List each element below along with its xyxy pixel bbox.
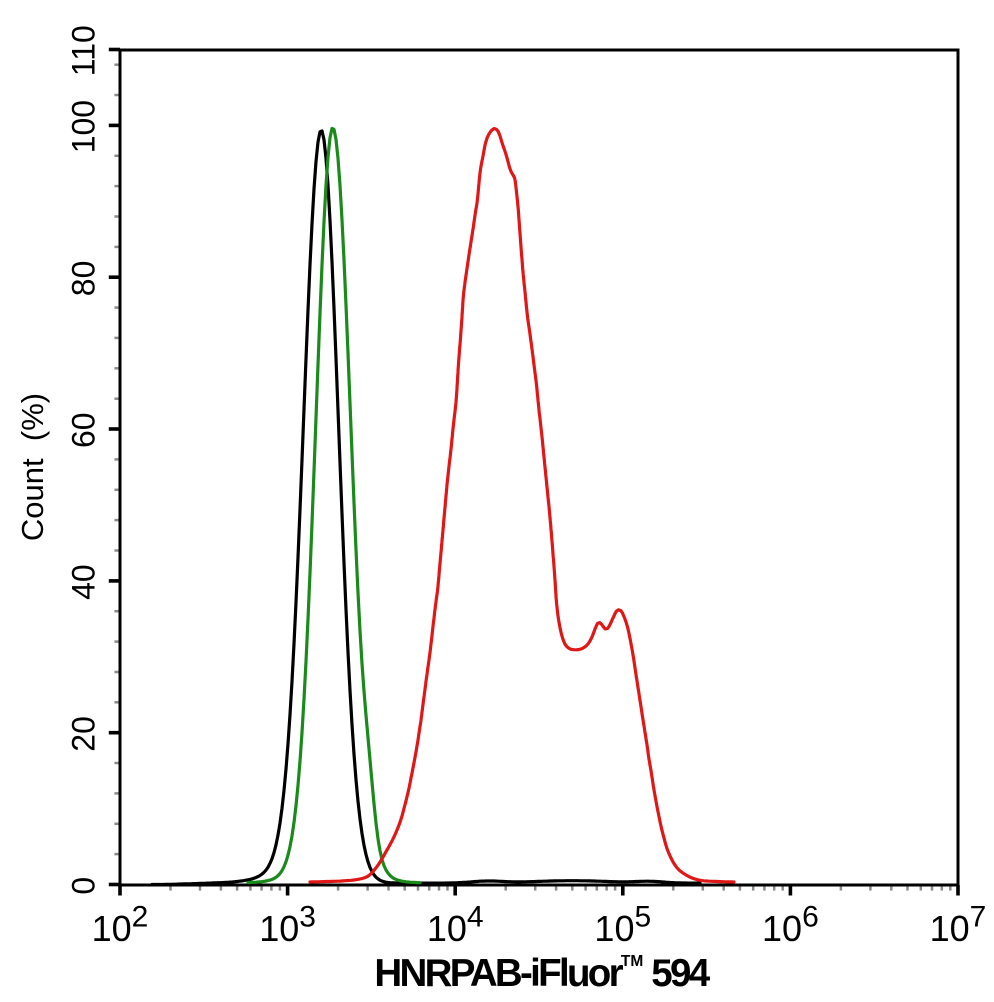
- svg-text:20: 20: [66, 716, 102, 752]
- svg-text:110: 110: [66, 25, 102, 76]
- svg-text:0: 0: [66, 877, 102, 895]
- svg-text:40: 40: [66, 564, 102, 600]
- svg-text:100: 100: [66, 100, 102, 153]
- svg-text:104: 104: [427, 901, 484, 950]
- svg-text:80: 80: [66, 261, 102, 297]
- svg-text:Count (%): Count (%): [15, 393, 50, 541]
- svg-text:60: 60: [66, 412, 102, 448]
- svg-text:HNRPAB-iFluorTM 594: HNRPAB-iFluorTM 594: [374, 952, 710, 995]
